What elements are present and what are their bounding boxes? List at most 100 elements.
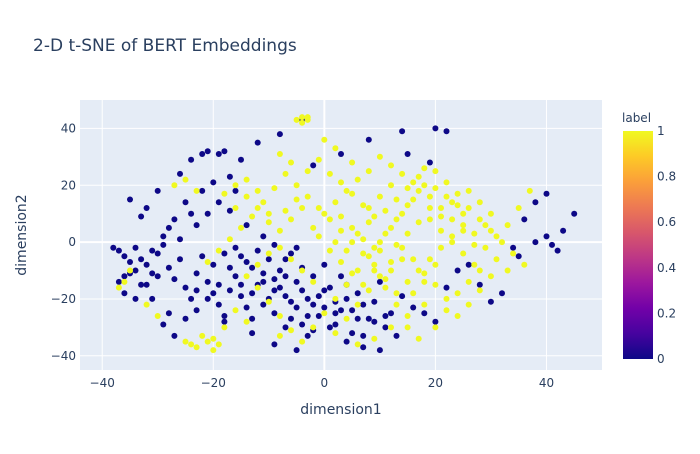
data-point-label-1-118	[310, 224, 317, 231]
data-point-label-1-62	[443, 179, 450, 186]
data-point-label-1-175	[360, 202, 367, 209]
data-point-label-0-20	[204, 278, 211, 285]
data-point-label-1-182	[438, 205, 444, 211]
data-point-label-1-80	[376, 273, 383, 280]
data-point-label-0-73	[265, 256, 272, 263]
data-point-label-0-35	[288, 298, 294, 305]
data-point-label-1-162	[354, 230, 361, 237]
data-point-label-1-18	[476, 199, 483, 206]
data-point-label-1-71	[476, 287, 483, 294]
data-point-label-0-160	[193, 222, 200, 229]
data-point-label-0-13	[165, 264, 172, 271]
data-point-label-1-135	[288, 256, 294, 263]
data-point-label-1-156	[443, 307, 450, 314]
data-point-label-0-93	[426, 159, 433, 166]
data-point-label-1-115	[193, 344, 200, 351]
data-point-label-1-65	[476, 216, 483, 223]
data-point-label-1-21	[449, 233, 456, 240]
colorbar-tick-label-1: 0.8	[657, 170, 676, 184]
data-point-label-1-12	[410, 179, 417, 186]
data-point-label-1-168	[421, 278, 428, 285]
data-point-label-1-61	[432, 168, 439, 175]
data-point-label-1-165	[388, 267, 394, 274]
data-point-label-0-78	[321, 261, 328, 268]
data-point-label-0-174	[332, 310, 339, 317]
data-point-label-0-98	[515, 253, 522, 260]
data-point-label-0-32	[271, 310, 278, 317]
data-point-label-1-25	[404, 278, 411, 285]
data-point-label-1-143	[276, 332, 283, 339]
data-point-label-0-173	[321, 287, 328, 294]
data-point-label-0-104	[571, 210, 578, 217]
data-point-label-0-33	[276, 284, 283, 291]
data-point-label-0-58	[188, 156, 195, 163]
data-point-label-1-11	[399, 170, 406, 177]
data-point-label-1-114	[182, 338, 189, 345]
data-point-label-1-134	[276, 244, 283, 251]
data-point-label-1-73	[454, 313, 461, 319]
data-point-label-1-87	[388, 324, 394, 331]
colorbar	[623, 131, 653, 359]
data-point-label-1-77	[410, 256, 417, 263]
data-point-label-1-56	[376, 239, 383, 246]
data-point-label-0-126	[165, 224, 172, 231]
x-tick-label-0: −40	[90, 376, 115, 390]
data-point-label-0-164	[226, 287, 233, 294]
data-point-label-1-9	[376, 153, 383, 160]
data-point-label-0-66	[193, 307, 200, 314]
x-tick-label-3: 20	[428, 376, 443, 390]
data-point-label-1-199	[276, 151, 283, 157]
data-point-label-1-78	[399, 244, 406, 251]
data-point-label-0-154	[149, 247, 156, 254]
data-point-label-1-81	[365, 287, 372, 294]
data-point-label-1-141	[243, 318, 250, 325]
data-point-label-0-149	[210, 179, 217, 186]
x-tick-label-4: 40	[539, 376, 554, 390]
data-point-label-1-148	[438, 213, 444, 220]
data-point-label-1-185	[471, 241, 478, 248]
data-point-label-1-127	[288, 216, 294, 223]
data-point-label-0-48	[360, 332, 367, 339]
data-point-label-1-76	[421, 270, 428, 277]
data-point-label-0-171	[299, 321, 306, 328]
data-point-label-1-133	[221, 190, 228, 197]
data-point-label-1-28	[371, 261, 378, 268]
plot-area[interactable]	[80, 100, 602, 370]
data-point-label-1-154	[504, 267, 511, 274]
data-point-label-0-27	[243, 304, 250, 311]
data-point-label-0-59	[177, 170, 183, 177]
data-point-label-1-32	[326, 216, 333, 223]
data-point-label-1-152	[482, 222, 489, 229]
data-point-label-1-172	[326, 170, 333, 177]
data-point-label-1-4	[299, 119, 306, 126]
data-point-label-1-2	[293, 116, 300, 123]
data-point-label-1-59	[410, 196, 417, 203]
data-point-label-0-81	[354, 315, 361, 322]
data-point-label-1-26	[393, 290, 400, 297]
data-point-label-0-143	[338, 307, 344, 314]
data-point-label-1-121	[343, 187, 350, 194]
data-point-label-1-205	[393, 301, 400, 308]
data-point-label-0-134	[238, 281, 244, 288]
data-point-label-1-188	[193, 187, 200, 194]
data-point-label-1-42	[215, 247, 222, 254]
data-point-label-0-141	[315, 313, 322, 319]
data-point-label-1-47	[276, 313, 283, 319]
data-point-label-1-174	[349, 190, 356, 197]
data-point-label-0-107	[521, 216, 528, 223]
data-point-label-1-64	[465, 205, 472, 211]
data-point-label-1-166	[399, 256, 406, 263]
data-point-label-0-68	[210, 261, 217, 268]
data-point-label-0-0	[110, 244, 117, 251]
data-point-label-0-137	[271, 276, 278, 283]
data-point-label-0-6	[121, 290, 128, 297]
data-point-label-0-42	[326, 284, 333, 291]
x-tick-label-1: −20	[201, 376, 226, 390]
data-point-label-0-45	[343, 338, 350, 345]
data-point-label-0-7	[132, 295, 139, 302]
data-point-label-0-9	[143, 261, 150, 268]
data-point-label-0-159	[204, 210, 211, 217]
data-point-label-0-133	[293, 244, 300, 251]
data-point-label-1-147	[426, 205, 433, 211]
